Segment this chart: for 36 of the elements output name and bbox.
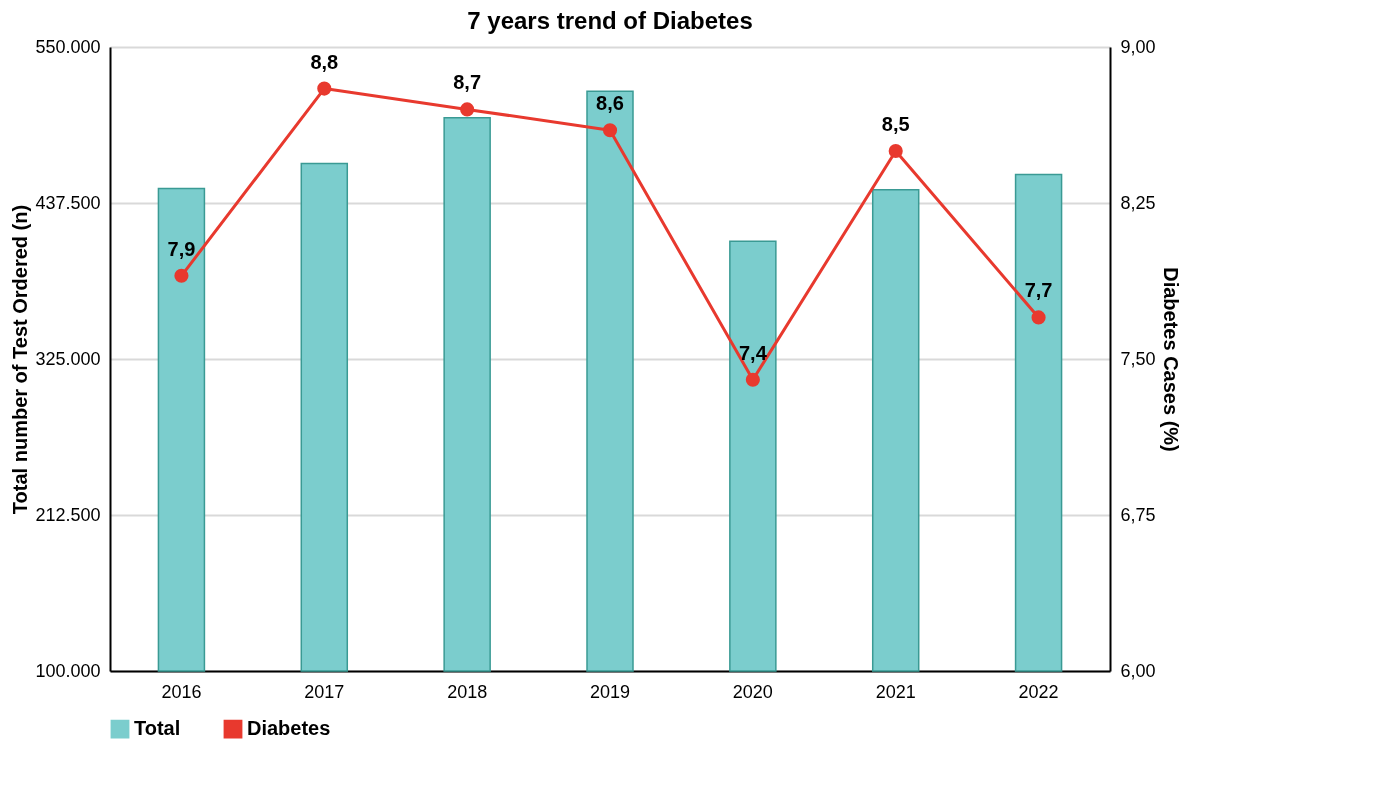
x-tick-label: 2019 bbox=[589, 681, 631, 702]
data-label: 8,6 bbox=[596, 92, 624, 115]
y-tick-label: 325.000 bbox=[35, 348, 101, 369]
y-tick-label: 550.000 bbox=[35, 36, 101, 57]
y-tick-label: 437.500 bbox=[35, 192, 101, 213]
data-label: 7,9 bbox=[167, 237, 196, 260]
point bbox=[460, 102, 475, 117]
point bbox=[1031, 310, 1046, 325]
x-tick-label: 2022 bbox=[1018, 681, 1059, 702]
data-label: 8,7 bbox=[453, 71, 482, 94]
x-tick-label: 2018 bbox=[447, 681, 488, 702]
y2-tick-label: 6,75 bbox=[1120, 504, 1156, 525]
legend-label: Total bbox=[134, 717, 181, 740]
y2-tick-label: 9,00 bbox=[1120, 36, 1156, 57]
x-tick-label: 2020 bbox=[732, 681, 773, 702]
y2-tick-label: 6,00 bbox=[1120, 660, 1156, 681]
point bbox=[602, 123, 618, 138]
x-tick-label: 2017 bbox=[304, 681, 345, 702]
chart-title: 7 years trend of Diabetes bbox=[467, 7, 753, 34]
legend-label: Diabetes bbox=[247, 717, 331, 740]
y-tick-label: 100.000 bbox=[35, 660, 101, 681]
data-label: 8,8 bbox=[310, 50, 339, 73]
x-tick-label: 2016 bbox=[161, 681, 202, 702]
point bbox=[745, 372, 760, 387]
y2-tick-label: 8,25 bbox=[1120, 192, 1156, 213]
x-tick-label: 2021 bbox=[875, 681, 916, 702]
data-label: 7,4 bbox=[738, 341, 768, 364]
data-label: 8,5 bbox=[881, 113, 910, 135]
y2-axis-title: Diabetes Cases (%) bbox=[1159, 267, 1182, 452]
point bbox=[888, 143, 903, 159]
y-tick-label: 212.500 bbox=[35, 504, 101, 525]
data-label: 7,7 bbox=[1024, 279, 1053, 302]
point bbox=[174, 268, 189, 283]
y2-tick-label: 7,50 bbox=[1120, 348, 1156, 369]
point bbox=[317, 81, 332, 96]
y-axis-title: Total number of Test Ordered (n) bbox=[9, 204, 32, 515]
